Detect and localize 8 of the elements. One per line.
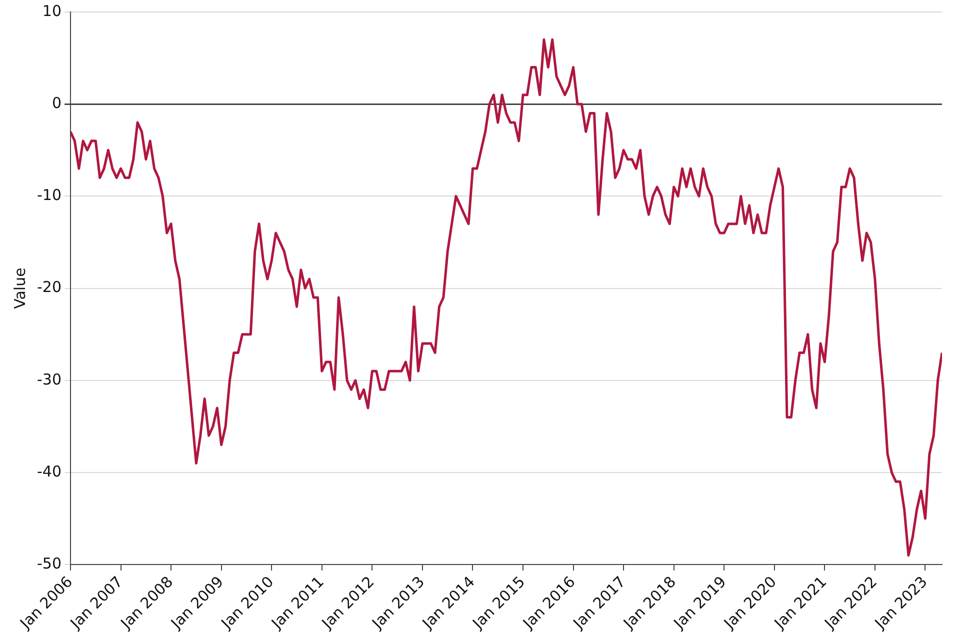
y-tick-label: 10 [42,2,62,20]
y-tick-label: -40 [37,462,62,480]
y-tick-label: -10 [37,186,62,204]
y-tick-label: -50 [37,554,62,572]
y-tick-label: 0 [52,94,62,112]
y-tick-label: -30 [37,370,62,388]
y-tick-label: -20 [37,278,62,296]
y-axis-title: Value [10,268,29,309]
